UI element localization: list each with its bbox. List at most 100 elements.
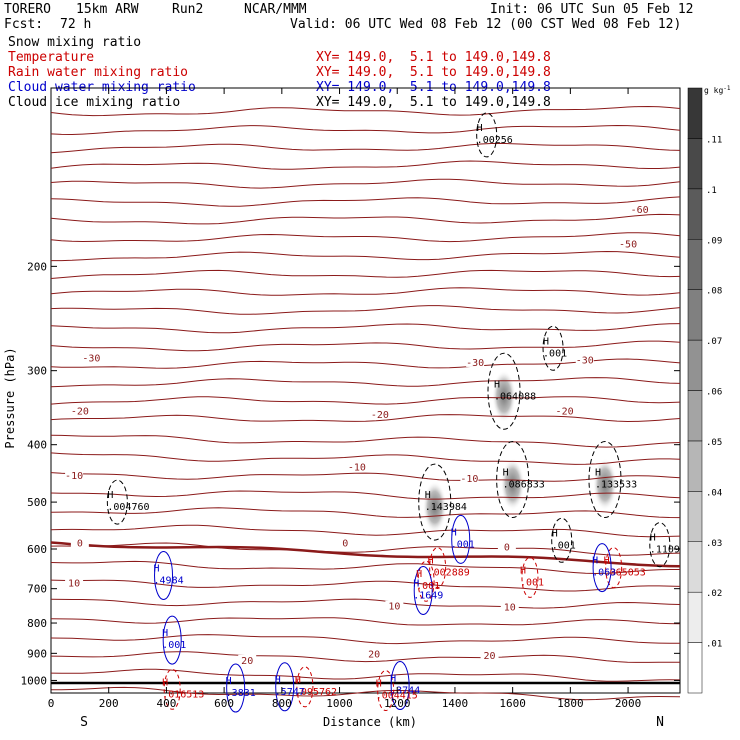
cloud-water-contour	[162, 615, 182, 665]
isotherm-label-bg	[82, 352, 101, 363]
cloud-water-contour	[451, 514, 471, 564]
rain-max-value: .065053	[604, 568, 646, 579]
cloud-ice-contour	[476, 112, 498, 158]
x-tick-label: 1200	[384, 697, 411, 710]
y-tick-label: 500	[27, 496, 47, 509]
cloud-ice-max-value: .001	[552, 540, 576, 551]
rain-max-marker: H	[416, 569, 422, 580]
cloud-water-max-marker: H	[275, 675, 281, 686]
rain-contour	[377, 670, 395, 712]
rain-contour	[521, 556, 539, 598]
field-name-rain: Rain water mixing ratio	[8, 65, 189, 80]
colorbar-bin	[687, 289, 703, 341]
y-tick-label: 300	[27, 365, 47, 378]
field-xy-temperature: XY= 149.0, 5.1 to 149.0,149.8	[316, 50, 551, 65]
cloud-ice-max-value: .001	[543, 348, 567, 359]
isotherm-label-bg	[336, 537, 355, 548]
cloud-water-max-value: .1649	[413, 591, 443, 602]
y-tick-label: 800	[27, 617, 47, 630]
snow-max-value: .133533	[595, 480, 637, 491]
isotherm-label: 20	[484, 651, 496, 662]
cloud-water-max-value: .001	[162, 640, 186, 651]
isotherm-label-bg	[370, 408, 389, 419]
snow-contour	[588, 441, 622, 519]
isotherm-label-bg	[575, 354, 594, 365]
cloud-ice-max-marker: H	[552, 528, 558, 539]
isotherm-line	[50, 377, 681, 388]
grid-spacing: 15km ARW	[76, 2, 139, 17]
isotherm-label-bg	[385, 600, 404, 611]
x-tick-label: 0	[48, 697, 55, 710]
cloud-ice-max-marker: H	[107, 490, 113, 501]
x-tick-label: 2000	[615, 697, 642, 710]
snow-max-value: .143984	[425, 502, 467, 513]
cloud-water-max-marker: H	[226, 676, 232, 687]
colorbar-label: .06	[706, 388, 722, 398]
colorbar-bin	[687, 440, 703, 492]
colorbar-bin	[687, 642, 703, 694]
y-axis-label: Pressure (hPa)	[3, 347, 17, 448]
y-tick-label: 600	[27, 543, 47, 556]
snow-shading	[491, 370, 516, 423]
rain-max-value: .001	[416, 581, 440, 592]
snow-max-marker: H	[494, 379, 500, 390]
colorbar-bin	[687, 239, 703, 290]
cloud-ice-max-value: .004760	[107, 502, 149, 513]
snow-max-marker: H	[425, 490, 431, 501]
valid-time: Valid: 06 UTC Wed 08 Feb 12 (00 CST Wed …	[290, 17, 682, 32]
cloud-water-max-marker: H	[154, 563, 160, 574]
cloud-water-max-value: .3744	[390, 686, 420, 697]
isotherm-line	[50, 507, 681, 519]
rain-contour	[605, 547, 623, 589]
rain-max-marker: H	[520, 565, 526, 576]
x-tick-label: 600	[214, 697, 234, 710]
freezing-level-line	[50, 541, 681, 568]
y-tick-label: 400	[27, 439, 47, 452]
cloud-ice-contour	[542, 325, 564, 371]
isotherm-label-bg	[460, 472, 479, 483]
isotherm-line	[50, 490, 681, 500]
isotherm-line	[50, 160, 681, 170]
y-tick-label: 200	[27, 260, 47, 273]
cloud-water-contour	[275, 662, 295, 712]
isotherm-line	[50, 579, 681, 592]
colorbar-label: .02	[706, 589, 722, 599]
isotherm-line	[50, 178, 681, 189]
model-name: TORERO	[4, 2, 51, 17]
isotherm-label-bg	[497, 541, 516, 552]
isotherm-label-bg	[365, 648, 384, 659]
rain-max-value: .016513	[162, 689, 204, 700]
colorbar-label: .08	[706, 287, 722, 297]
snow-shading	[422, 481, 447, 534]
rain-contour	[163, 668, 181, 710]
isotherm-line	[50, 598, 681, 609]
plot-frame	[50, 87, 681, 694]
isotherm-line	[50, 124, 681, 136]
isotherm-label: -20	[71, 406, 89, 417]
rain-max-marker: H	[376, 679, 382, 690]
isotherm-label: 10	[388, 602, 400, 613]
isotherm-line	[50, 651, 680, 663]
cloud-water-max-marker: H	[390, 674, 396, 685]
isotherm-line	[50, 340, 681, 352]
y-tick-label: 1000	[21, 674, 48, 687]
cloud-ice-max-marker: H	[477, 123, 483, 134]
isotherm-label: 0	[342, 538, 348, 549]
isotherm-label-bg	[555, 405, 574, 416]
isotherm-line	[50, 524, 681, 538]
isotherm-label-bg	[347, 461, 366, 472]
cloud-ice-contour	[551, 517, 573, 563]
isotherm-label-bg	[70, 537, 89, 548]
colorbar-label: .11	[706, 135, 722, 145]
isotherm-line	[50, 287, 681, 296]
isotherm-line	[50, 668, 681, 682]
isotherm-line	[50, 105, 681, 117]
isotherm-line	[50, 358, 681, 369]
isotherm-label-bg	[65, 577, 84, 588]
colorbar-label: .05	[706, 438, 722, 448]
snow-max-marker: H	[503, 468, 509, 479]
colorbar-bin	[687, 541, 703, 593]
isotherm-line	[51, 250, 681, 262]
isotherm-label: -20	[371, 410, 389, 421]
